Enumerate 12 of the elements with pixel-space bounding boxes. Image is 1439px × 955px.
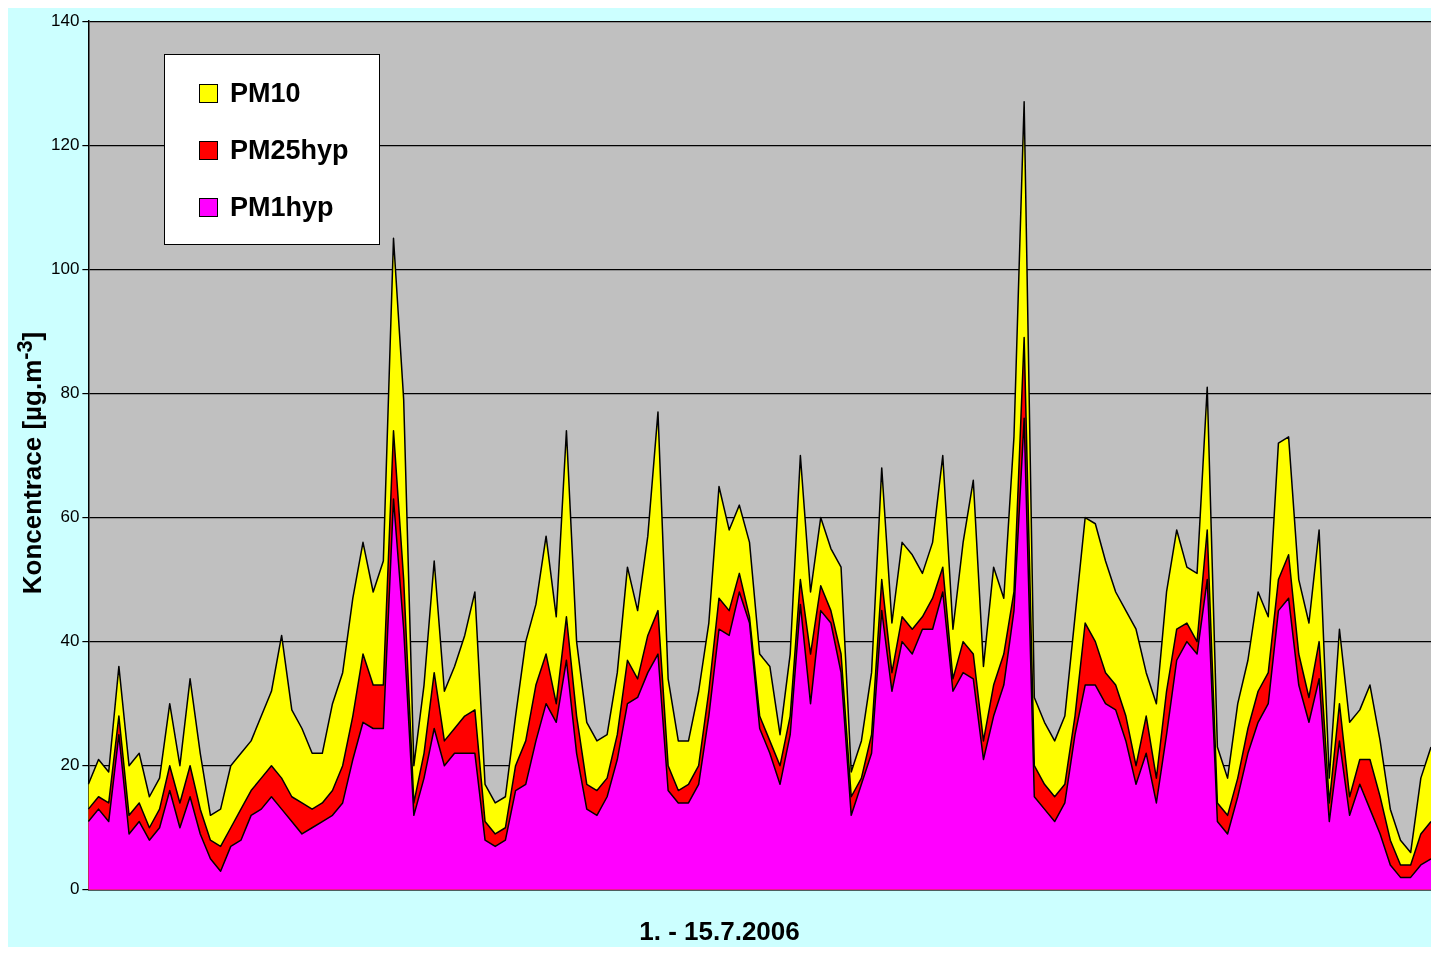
legend-label: PM1hyp — [230, 192, 334, 223]
y-tick-label: 60 — [60, 507, 80, 527]
x-axis-title: 1. - 15.7.2006 — [638, 916, 801, 947]
y-tick-label: 20 — [60, 755, 80, 775]
legend-label: PM10 — [230, 78, 301, 109]
y-tick-label: 40 — [60, 631, 80, 651]
y-tick-label: 140 — [50, 10, 80, 30]
y-tick-label: 80 — [60, 383, 80, 403]
legend-label: PM25hyp — [230, 135, 349, 166]
y-tick-label: 100 — [50, 259, 80, 279]
y-tick-label: 0 — [69, 879, 80, 899]
y-tick-label: 120 — [50, 134, 80, 154]
